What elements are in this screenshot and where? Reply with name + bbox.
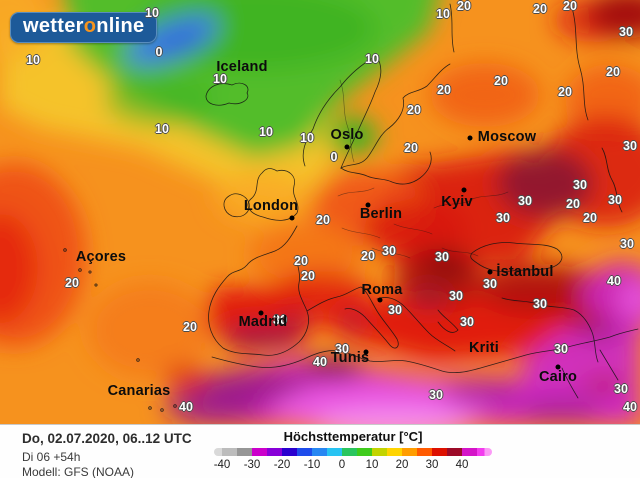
map-canvas: wetteronline Oslo Moscow London Berlin Kyiv İ… (0, 0, 640, 424)
contour-label: 10 (365, 52, 379, 66)
city-dot (289, 215, 295, 221)
contour-label: 30 (483, 277, 497, 291)
contour-label: 10 (26, 53, 40, 67)
legend-tick: -10 (303, 459, 321, 471)
legend-tick: 10 (365, 459, 379, 471)
contour-label: 30 (496, 211, 510, 225)
city-dot (487, 269, 493, 275)
legend-tick: -30 (243, 459, 261, 471)
contour-label: 0 (155, 45, 163, 59)
region-label: Açores (75, 249, 127, 266)
contour-label: 30 (273, 313, 287, 327)
contour-label: 20 (457, 0, 471, 13)
contour-label: 10 (213, 72, 227, 86)
contour-label: 40 (623, 400, 637, 414)
contour-label: 20 (301, 269, 315, 283)
legend-tick: 30 (425, 459, 439, 471)
contour-label: 20 (316, 213, 330, 227)
region-label: Canarias (107, 383, 171, 400)
contour-label: 20 (563, 0, 577, 13)
logo-text-nline: nline (96, 15, 145, 37)
contour-label: 40 (313, 355, 327, 369)
contour-label: 30 (460, 315, 474, 329)
contour-label: 30 (382, 244, 396, 258)
contour-label: 20 (558, 85, 572, 99)
city-dot (555, 364, 561, 370)
city-dot (363, 349, 369, 355)
contour-label: 10 (436, 7, 450, 21)
contour-label: 30 (554, 342, 568, 356)
contour-label: 30 (573, 178, 587, 192)
contour-label: 20 (437, 83, 451, 97)
contour-label: 30 (619, 25, 633, 39)
contour-label: 30 (335, 342, 349, 356)
city-dot (365, 202, 371, 208)
city-label: London (243, 198, 299, 215)
legend-tick: -40 (213, 459, 231, 471)
logo[interactable]: wetteronline (10, 12, 158, 43)
region-label: Kriti (469, 340, 499, 357)
city-label: Madrid (238, 314, 288, 331)
contour-label: 20 (65, 276, 79, 290)
contour-label: 30 (623, 139, 637, 153)
city-dot (377, 297, 383, 303)
city-label: İstanbul (496, 264, 554, 281)
contour-label: 30 (518, 194, 532, 208)
legend-tick: 40 (455, 459, 469, 471)
footer-model-run: Di 06 +54h (22, 450, 81, 464)
contour-label: 0 (330, 150, 338, 164)
contour-label: 30 (608, 193, 622, 207)
city-label: Moscow (477, 129, 537, 146)
contour-label: 20 (566, 197, 580, 211)
footer-model-name: Modell: GFS (NOAA) (22, 465, 135, 478)
contour-label: 30 (614, 382, 628, 396)
contour-label: 20 (606, 65, 620, 79)
city-dot (461, 187, 467, 193)
city-label: Oslo (330, 127, 364, 144)
contour-label: 10 (300, 131, 314, 145)
contour-label: 20 (361, 249, 375, 263)
city-label: Cairo (538, 369, 578, 386)
contour-label: 10 (259, 125, 273, 139)
legend-colorbar (214, 448, 492, 456)
contour-label: 20 (404, 141, 418, 155)
contour-label: 40 (179, 400, 193, 414)
city-label: Kyiv (441, 194, 473, 211)
city-dot (344, 144, 350, 150)
contour-label: 20 (583, 211, 597, 225)
contour-label: 30 (449, 289, 463, 303)
legend-tick: 20 (395, 459, 409, 471)
contour-label: 40 (607, 274, 621, 288)
contour-label: 10 (155, 122, 169, 136)
contour-label: 30 (435, 250, 449, 264)
logo-accent: o (83, 15, 97, 37)
contour-label: 20 (407, 103, 421, 117)
footer-datetime: Do, 02.07.2020, 06..12 UTC (22, 431, 192, 446)
contour-label: 30 (620, 237, 634, 251)
contour-label: 20 (183, 320, 197, 334)
contour-label: 30 (429, 388, 443, 402)
legend-tick: -20 (273, 459, 291, 471)
contour-label: 30 (533, 297, 547, 311)
city-label: Roma (361, 282, 403, 299)
city-label: Tunis (330, 350, 370, 367)
city-dot (258, 310, 264, 316)
logo-text-wetter: wetter (23, 15, 84, 37)
city-label: Berlin (359, 206, 403, 223)
contour-label: 30 (388, 303, 402, 317)
contour-label: 20 (533, 2, 547, 16)
contour-label: 20 (294, 254, 308, 268)
legend-tick: 0 (338, 459, 346, 471)
contour-label: 10 (145, 6, 159, 20)
contour-label: 20 (494, 74, 508, 88)
legend-title: Höchsttemperatur [°C] (283, 429, 423, 444)
footer: Do, 02.07.2020, 06..12 UTC Di 06 +54h Mo… (0, 424, 640, 478)
coastlines (63, 3, 639, 412)
region-label: Iceland (216, 59, 268, 76)
city-dot (467, 135, 473, 141)
